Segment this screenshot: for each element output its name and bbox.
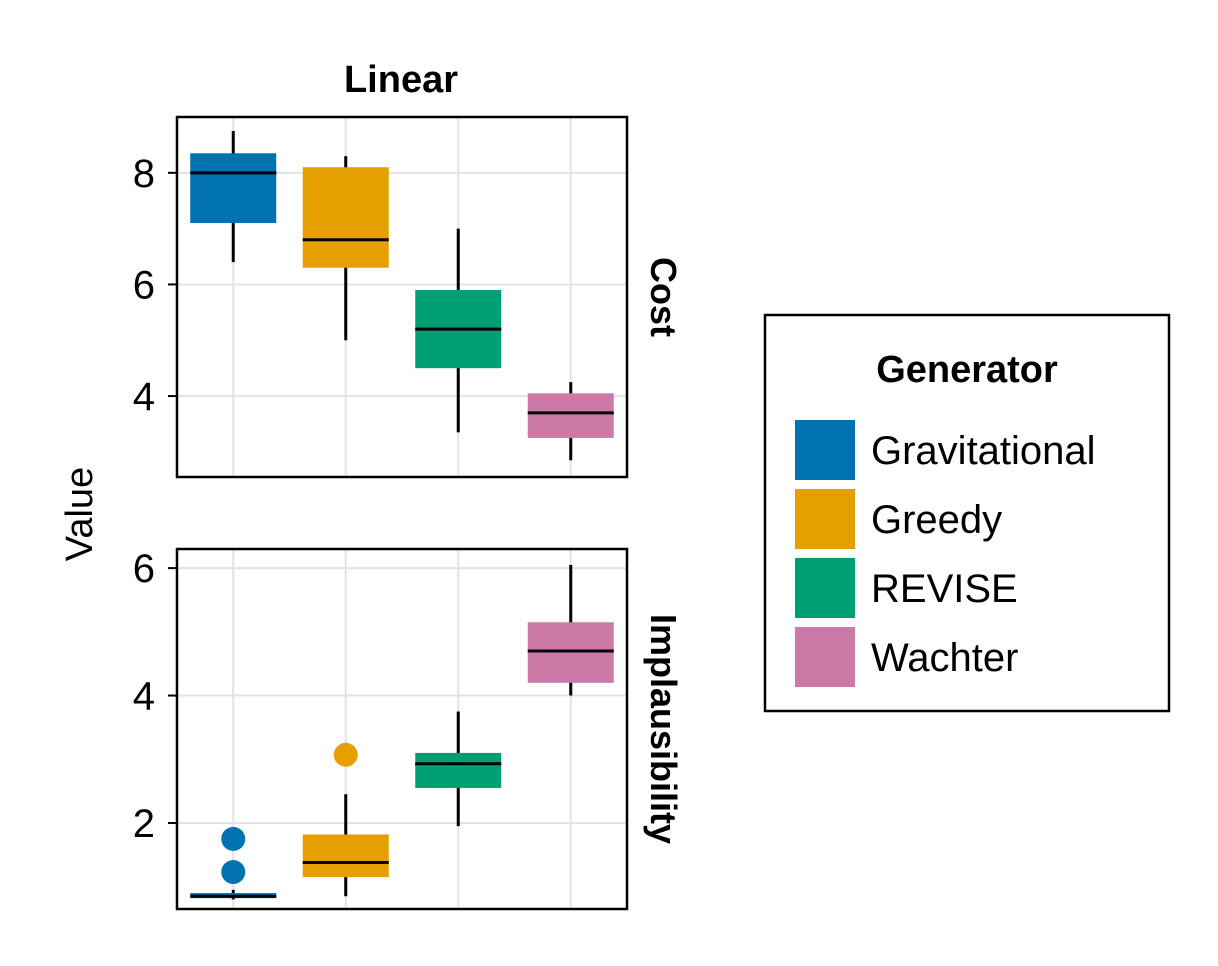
legend-swatch xyxy=(795,558,855,618)
box-gravitational xyxy=(190,130,277,263)
facet-label: Cost xyxy=(643,257,684,337)
legend-label: REVISE xyxy=(871,567,1018,611)
box-iqr xyxy=(527,393,614,438)
box-gravitational xyxy=(190,826,277,900)
box-greedy xyxy=(302,156,389,341)
legend-swatch xyxy=(795,627,855,687)
box-iqr xyxy=(190,153,277,224)
legend: Generator Gravitational Greedy REVISE Wacht… xyxy=(763,313,1171,713)
chart-title: Linear xyxy=(344,59,458,101)
legend-swatch xyxy=(795,420,855,480)
legend-label: Wachter xyxy=(871,636,1018,680)
y-tick-label: 8 xyxy=(133,152,155,196)
outlier-point xyxy=(221,826,246,851)
panels: 4 6 8 Cost 2 4 6 Implausibility xyxy=(133,115,684,911)
legend-item-revise: REVISE xyxy=(795,558,1018,618)
panel-implausibility: 2 4 6 Implausibility xyxy=(133,547,684,911)
outlier-point xyxy=(333,742,358,767)
legend-swatch xyxy=(795,489,855,549)
box-greedy xyxy=(302,742,389,897)
box-revise xyxy=(415,711,502,827)
panel-frame xyxy=(175,547,629,911)
box-iqr xyxy=(415,752,502,788)
y-tick-label: 6 xyxy=(133,263,155,307)
facet-label: Implausibility xyxy=(643,614,684,844)
y-tick-label: 4 xyxy=(133,375,155,419)
panel-cost: 4 6 8 Cost xyxy=(133,115,684,479)
legend-item-greedy: Greedy xyxy=(795,489,1002,549)
box-wachter xyxy=(527,382,614,461)
box-iqr xyxy=(527,622,614,683)
legend-items: Gravitational Greedy REVISE Wachter xyxy=(795,420,1096,687)
y-axis-label: Value xyxy=(59,467,101,561)
outlier-point xyxy=(221,860,246,885)
box-iqr xyxy=(302,834,389,878)
box-wachter xyxy=(527,564,614,696)
y-tick-label: 2 xyxy=(133,802,155,846)
box-revise xyxy=(415,228,502,433)
legend-label: Greedy xyxy=(871,498,1002,542)
legend-label: Gravitational xyxy=(871,429,1096,473)
y-tick-label: 4 xyxy=(133,675,155,719)
legend-item-gravitational: Gravitational xyxy=(795,420,1096,480)
y-tick-label: 6 xyxy=(133,547,155,591)
legend-item-wachter: Wachter xyxy=(795,627,1018,687)
box-iqr xyxy=(302,167,389,268)
legend-frame xyxy=(763,313,1171,713)
legend-title: Generator xyxy=(876,349,1058,391)
panel-frame xyxy=(175,115,629,479)
